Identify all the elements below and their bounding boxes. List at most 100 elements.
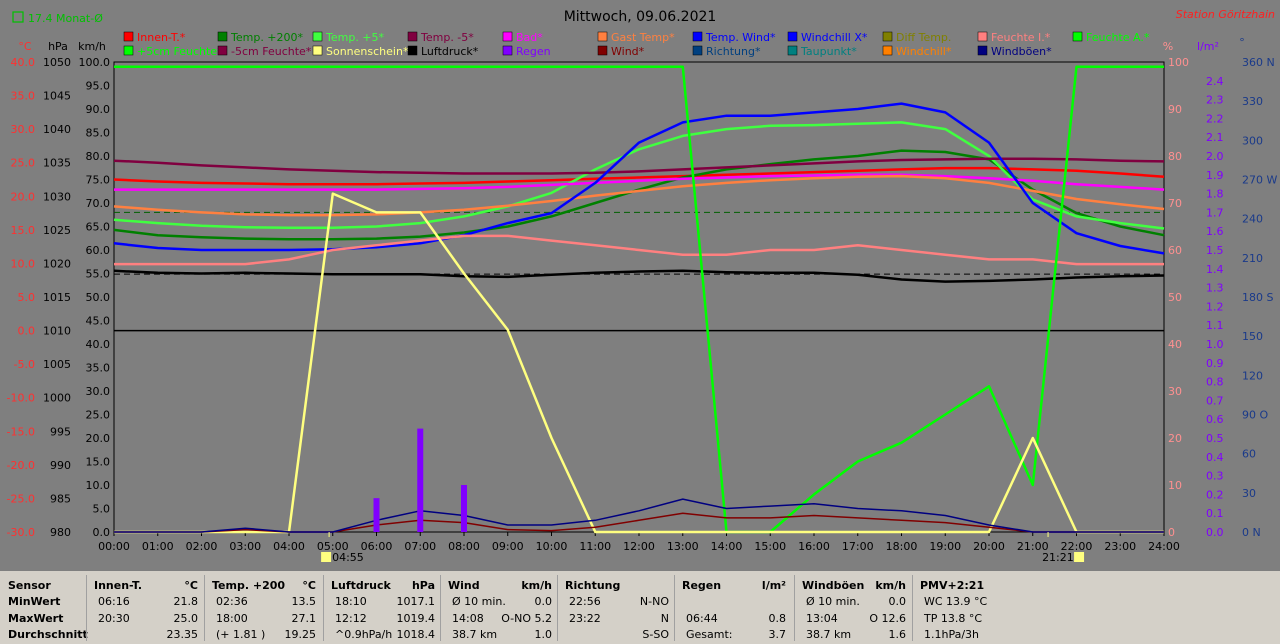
legend-swatch-8 — [882, 31, 893, 42]
pressure-tick-13: 985 — [50, 492, 71, 505]
legend-label-4: Bad* — [516, 31, 543, 44]
column-title: Wind — [448, 579, 480, 592]
series-line-temp-5 — [113, 121, 1165, 230]
rain-unit: l/m² — [1197, 40, 1219, 53]
dir-tick-7: 150 — [1242, 330, 1263, 343]
legend-swatch-0 — [123, 31, 134, 42]
column-separator — [323, 575, 324, 641]
cell-value: 27.1 — [291, 611, 317, 625]
cell-value: O 12.6 — [869, 611, 906, 625]
cell-label: TP 13.8 °C — [924, 611, 983, 625]
speed-tick-4: 80.0 — [86, 150, 111, 163]
time-tick-1: 01:00 — [142, 540, 174, 553]
legend-swatch-18 — [787, 45, 798, 56]
cell-value: 13.5 — [291, 595, 317, 608]
rain-tick-17: 0.7 — [1206, 394, 1224, 407]
rain-tick-7: 1.7 — [1206, 206, 1224, 219]
speed-tick-2: 90.0 — [86, 103, 111, 116]
rain-tick-15: 0.9 — [1206, 357, 1224, 370]
column-unit: hPa — [411, 579, 435, 592]
speed-tick-12: 40.0 — [86, 338, 111, 351]
column-unit: °C — [302, 579, 316, 592]
cell-label: 20:30 — [98, 611, 130, 625]
legend-label-11: +5cm Feuchte* — [137, 45, 223, 58]
pressure-tick-14: 980 — [50, 526, 71, 539]
rain-tick-24: 0.0 — [1206, 526, 1224, 539]
cell-label: ^0.9hPa/h — [335, 628, 393, 641]
series-line-temp-5 — [113, 157, 1165, 175]
rain-tick-22: 0.2 — [1206, 488, 1224, 501]
time-tick-23: 23:00 — [1104, 540, 1136, 553]
speed-tick-16: 20.0 — [86, 432, 111, 445]
station-name: Station Göritzhain — [1176, 8, 1275, 21]
legend-label-15: Regen — [516, 45, 551, 58]
column-title: Richtung — [565, 579, 621, 592]
speed-tick-11: 45.0 — [86, 315, 111, 328]
legend-swatch-16 — [597, 45, 608, 56]
cell-label: 38.7 km — [452, 628, 498, 641]
pressure-tick-1: 1045 — [43, 90, 71, 103]
legend-swatch-3 — [407, 31, 418, 42]
cell-value: O-NO 5.2 — [501, 611, 552, 625]
rain-tick-6: 1.8 — [1206, 188, 1224, 201]
stats-table: Sensor MinWert MaxWert Durchschnitt Inne… — [0, 571, 1280, 644]
percent-unit: % — [1163, 40, 1173, 53]
percent-tick-7: 30 — [1168, 385, 1182, 398]
monthly-avg-box — [12, 11, 24, 23]
legend-swatch-9 — [977, 31, 988, 42]
column-separator — [557, 575, 558, 641]
sun-markers: 04:55 21:21 — [321, 532, 1085, 564]
pressure-tick-0: 1050 — [43, 56, 71, 69]
stats-column-1: Temp. +200 °C 02:36 13.5 18:00 27.1 (+ 1.81 ) 1… — [204, 571, 320, 644]
cell-value: 23.35 — [166, 628, 199, 641]
speed-tick-20: 0.0 — [93, 526, 111, 539]
column-title: Temp. +200 — [212, 579, 286, 592]
dir-unit: ° — [1239, 36, 1245, 49]
column-title: Regen — [682, 579, 722, 592]
legend-swatch-11 — [123, 45, 134, 56]
chart-background — [0, 0, 1280, 571]
legend-swatch-20 — [977, 45, 988, 56]
legend-label-16: Wind* — [611, 45, 645, 58]
dir-tick-1: 330 — [1242, 95, 1263, 108]
dir-tick-9: 90 O — [1242, 409, 1268, 422]
time-tick-18: 18:00 — [886, 540, 918, 553]
legend-swatch-4 — [502, 31, 513, 42]
stats-column-6: Windböen km/h Ø 10 min. 0.0 13:04 O 12.6 38.7 … — [794, 571, 910, 644]
rain-tick-16: 0.8 — [1206, 376, 1224, 389]
speed-tick-13: 35.0 — [86, 362, 111, 375]
cell-value: 1018.4 — [396, 628, 436, 641]
cell-value: 19.25 — [284, 628, 317, 641]
cell-label: 12:12 — [335, 611, 367, 625]
column-unit: km/h — [521, 579, 552, 592]
cell-value: 1.0 — [534, 628, 553, 641]
rain-tick-3: 2.1 — [1206, 131, 1224, 144]
time-tick-9: 09:00 — [492, 540, 524, 553]
sunset-icon — [1074, 552, 1085, 562]
weather-chart: 17.4 Monat-Ø Mittwoch, 09.06.2021 Statio… — [0, 0, 1280, 571]
legend-label-12: -5cm Feuchte* — [231, 45, 312, 58]
rain-tick-13: 1.1 — [1206, 319, 1224, 332]
legend-label-0: Innen-T.* — [137, 31, 186, 44]
cell-label: 02:36 — [216, 595, 248, 608]
stats-column-5: Regen l/m² 06:44 0.8 Gesamt: 3.7 — [674, 571, 790, 644]
cell-label: Gesamt: — [686, 628, 733, 641]
temp-tick-10: -10.0 — [7, 392, 35, 405]
column-title: PMV+2:21 — [920, 579, 985, 592]
pressure-tick-6: 1020 — [43, 257, 71, 270]
cell-value: 21.8 — [173, 595, 199, 608]
rain-tick-11: 1.3 — [1206, 282, 1224, 295]
column-title: Innen-T. — [94, 579, 143, 592]
time-tick-13: 13:00 — [667, 540, 699, 553]
cell-value: 25.0 — [173, 611, 199, 625]
cell-label: 14:08 — [452, 611, 484, 625]
stats-column-4: Richtung 22:56 N-NO 23:22 N S-SO — [557, 571, 673, 644]
time-tick-19: 19:00 — [929, 540, 961, 553]
legend-label-5: Gast Temp* — [611, 31, 675, 44]
cell-value: 3.7 — [768, 628, 787, 641]
dir-tick-2: 300 — [1242, 134, 1263, 147]
rain-tick-1: 2.3 — [1206, 94, 1224, 107]
sunrise-time: 04:55 — [332, 551, 364, 564]
cell-value: 1.6 — [888, 628, 907, 641]
speed-tick-5: 75.0 — [86, 174, 111, 187]
